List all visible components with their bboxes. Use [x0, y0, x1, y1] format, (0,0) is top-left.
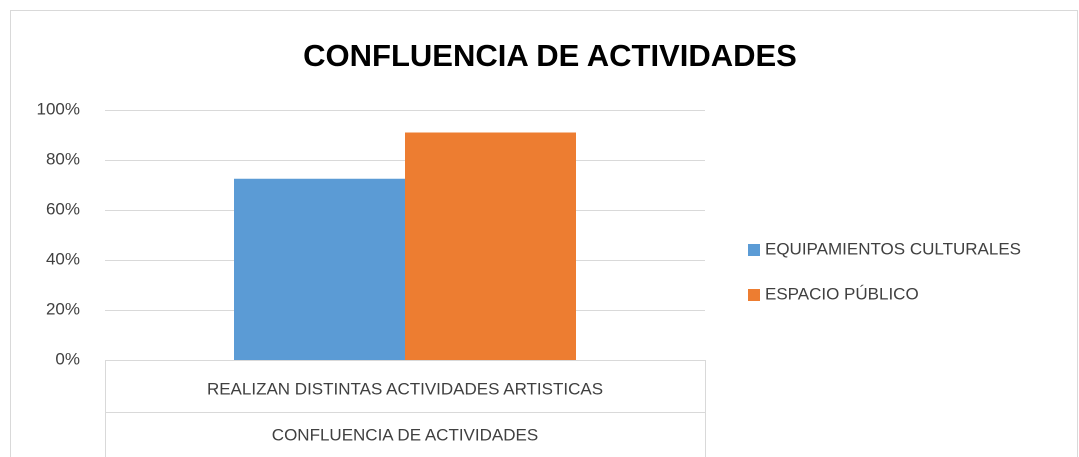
y-tick-label: 100%: [37, 99, 80, 118]
y-tick-label: 20%: [46, 299, 80, 318]
legend-swatch: [748, 244, 760, 256]
legend-label: EQUIPAMIENTOS CULTURALES: [765, 239, 1021, 258]
bar: [234, 178, 405, 360]
chart-border: [10, 10, 1078, 457]
y-tick-label: 60%: [46, 199, 80, 218]
bar: [405, 132, 576, 360]
category-group-label: CONFLUENCIA DE ACTIVIDADES: [272, 425, 538, 444]
y-tick-label: 0%: [55, 349, 80, 368]
x-tick-label: REALIZAN DISTINTAS ACTIVIDADES ARTISTICA…: [207, 379, 603, 398]
legend-label: ESPACIO PÚBLICO: [765, 284, 919, 303]
y-tick-label: 40%: [46, 249, 80, 268]
y-tick-label: 80%: [46, 149, 80, 168]
legend-swatch: [748, 289, 760, 301]
chart-title: CONFLUENCIA DE ACTIVIDADES: [303, 38, 797, 73]
